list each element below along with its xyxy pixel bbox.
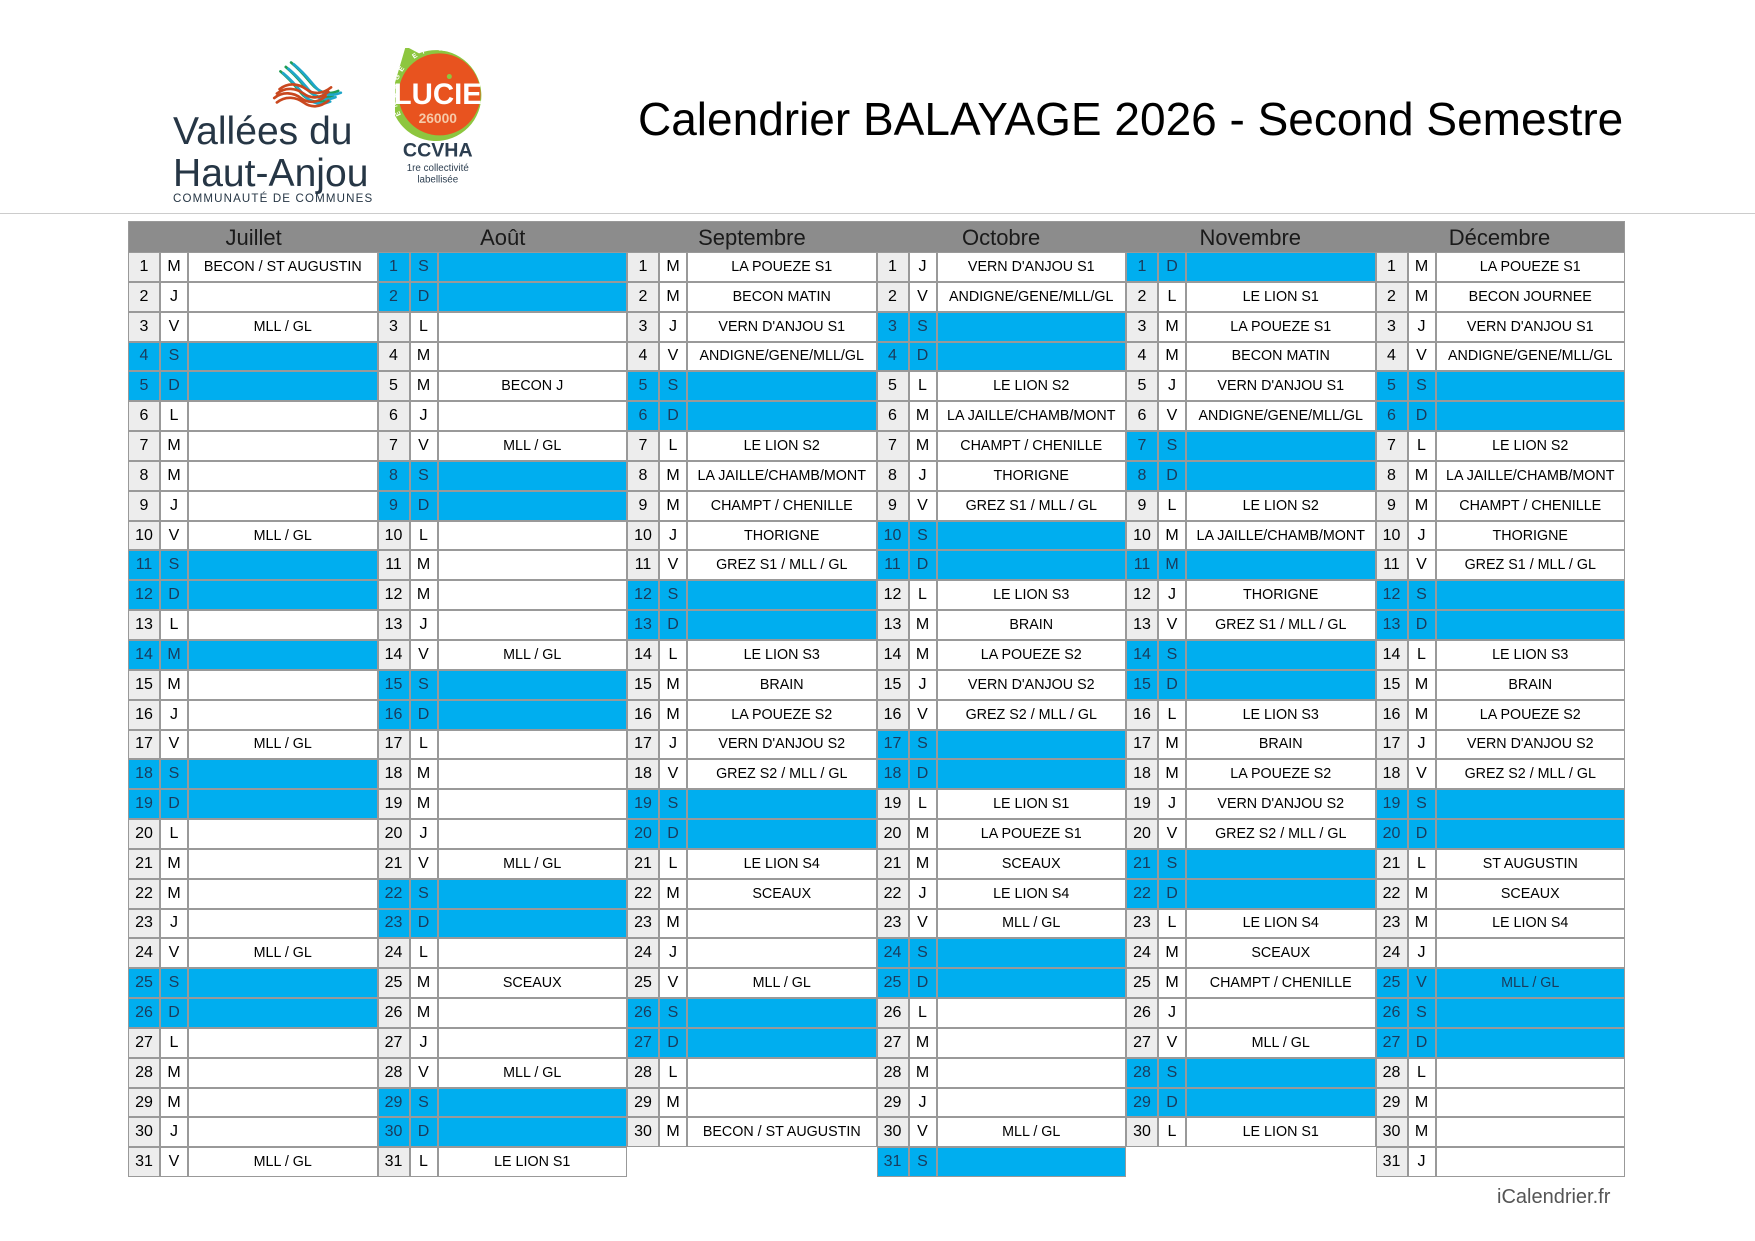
- svg-text:R: R: [439, 48, 444, 53]
- svg-text:CCVHA: CCVHA: [403, 140, 473, 162]
- svg-text:COMMUNAUTÉ DE COMMUNES: COMMUNAUTÉ DE COMMUNES: [173, 192, 373, 204]
- svg-text:1re collectivité: 1re collectivité: [407, 163, 470, 174]
- svg-text:labellisée: labellisée: [417, 175, 458, 186]
- svg-text:Vallées du: Vallées du: [173, 110, 353, 153]
- svg-text:Haut-Anjou: Haut-Anjou: [173, 152, 368, 195]
- svg-text:LUCIE: LUCIE: [395, 78, 482, 111]
- svg-text:A: A: [481, 87, 488, 93]
- svg-text:26000: 26000: [419, 111, 458, 126]
